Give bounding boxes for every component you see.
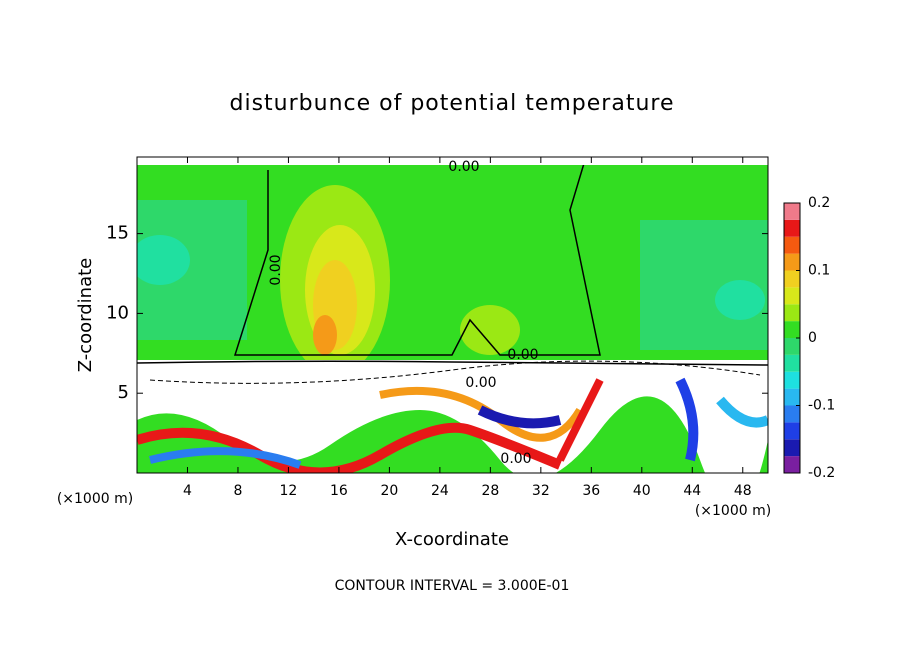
contour-label: 0.00: [465, 375, 496, 391]
x-unit: (×1000 m): [695, 503, 771, 519]
y-tick-label: 10: [106, 302, 129, 323]
x-tick-label: 28: [481, 483, 499, 499]
contour-label: 0.00: [507, 347, 538, 363]
colorbar-swatch: [784, 219, 800, 237]
x-axis-label: X-coordinate: [395, 529, 509, 550]
colorbar-swatch: [784, 270, 800, 288]
colorbar-swatch: [784, 253, 800, 271]
colorbar-swatch: [784, 304, 800, 322]
y-tick-label: 15: [106, 223, 129, 244]
x-tick-label: 8: [233, 483, 242, 499]
colorbar-swatch: [784, 203, 800, 220]
x-tick-label: 4: [183, 483, 192, 499]
colorbar-swatch: [784, 456, 800, 473]
colorbar-tick-label: -0.1: [808, 398, 835, 414]
colorbar-swatch: [784, 287, 800, 305]
colorbar-swatch: [784, 405, 800, 423]
colorbar-tick-label: 0.1: [808, 263, 830, 279]
footnote: CONTOUR INTERVAL = 3.000E-01: [335, 578, 570, 594]
colorbar-tick-label: 0.2: [808, 195, 830, 211]
x-tick-label: 44: [683, 483, 701, 499]
y-tick-label: 5: [118, 382, 129, 403]
field: [136, 156, 769, 474]
contour-label: 0.00: [500, 451, 531, 467]
colorbar-swatch: [784, 354, 800, 372]
colorbar-swatch: [784, 338, 800, 355]
colorbar-swatch: [784, 422, 800, 440]
x-tick-label: 12: [280, 483, 298, 499]
contour-label: 0.00: [448, 159, 479, 175]
colorbar-swatch: [784, 236, 800, 254]
colorbar-tick-label: -0.2: [808, 465, 835, 481]
x-tick-label: 36: [582, 483, 600, 499]
x-tick-label: 48: [734, 483, 752, 499]
x-tick-label: 32: [532, 483, 550, 499]
chart-title: disturbunce of potential temperature: [230, 91, 675, 116]
colorbar-swatch: [784, 439, 800, 457]
y-axis-label: Z-coordinate: [75, 258, 96, 373]
x-tick-label: 24: [431, 483, 449, 499]
y-unit: (×1000 m): [57, 491, 133, 507]
colorbar-tick-label: 0: [808, 330, 817, 346]
colorbar-swatch: [784, 388, 800, 406]
x-tick-label: 40: [633, 483, 651, 499]
contour-label: 0.00: [268, 254, 284, 285]
colorbar-swatch: [784, 321, 800, 338]
colorbar-swatch: [784, 371, 800, 389]
x-tick-label: 20: [380, 483, 398, 499]
x-tick-label: 16: [330, 483, 348, 499]
